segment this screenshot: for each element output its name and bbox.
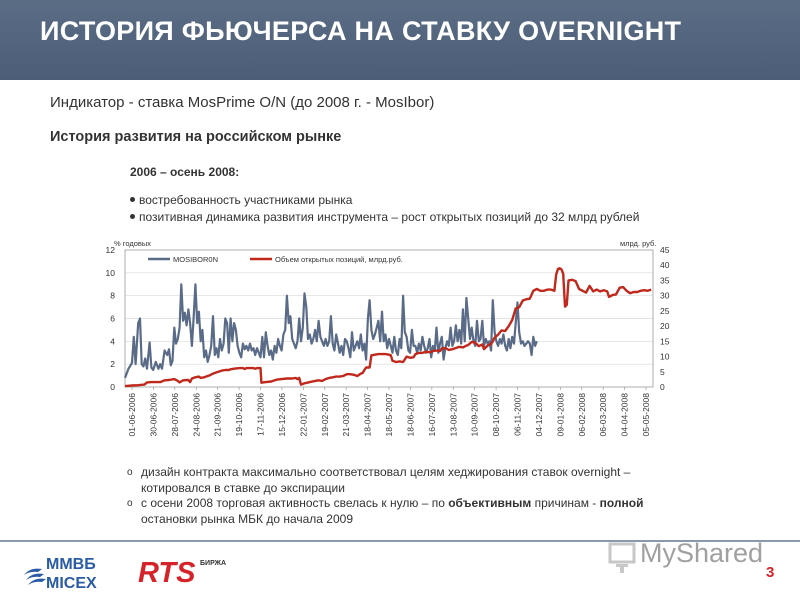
circle-bullet-icon: o: [127, 467, 133, 478]
bullet-item: позитивная динамика развития инструмента…: [130, 208, 639, 225]
bullet-item: востребованность участниками рынка: [130, 191, 639, 208]
x-tick-label: 18-05-2007: [384, 393, 394, 437]
footer-divider: [0, 540, 800, 542]
right-tick-label: 40: [660, 260, 670, 270]
x-tick-label: 18-04-2007: [363, 393, 373, 437]
note-bold-word: объективным: [448, 496, 532, 510]
legend-label: Объем открытых позиций, млрд.руб.: [275, 255, 403, 264]
x-tick-label: 17-11-2006: [256, 393, 266, 436]
micex-logo: ММВБ MICEX: [24, 556, 97, 592]
x-tick-label: 19-10-2006: [234, 393, 244, 437]
micex-logo-line1: ММВБ: [46, 556, 96, 573]
bullet-text: востребованность участниками рынка: [139, 192, 353, 207]
period-heading: 2006 – осень 2008:: [130, 165, 240, 179]
history-heading: История развития на российском рынке: [50, 129, 342, 145]
x-tick-label: 19-02-2007: [320, 393, 330, 437]
note-text-part: причинам -: [531, 496, 600, 510]
note-text: с осени 2008 торговая активность свелась…: [141, 496, 687, 527]
right-tick-label: 5: [660, 367, 665, 377]
micex-logo-line2: MICEX: [46, 575, 97, 592]
x-tick-label: 28-07-2006: [170, 393, 180, 437]
note-text-part: с осени 2008 торговая активность свелась…: [141, 496, 449, 510]
right-tick-label: 30: [660, 291, 670, 301]
right-tick-label: 25: [660, 306, 670, 316]
note-bold-word: полной: [599, 496, 644, 510]
x-tick-label: 22-01-2007: [298, 393, 308, 437]
right-tick-label: 20: [660, 321, 670, 331]
note-item: o с осени 2008 торговая активность свела…: [127, 496, 687, 527]
rts-logo-subtitle: БИРЖА: [200, 560, 227, 567]
x-tick-label: 21-09-2006: [213, 393, 223, 437]
left-tick-label: 0: [110, 382, 115, 392]
legend-label: MOSIBOR0N: [173, 255, 218, 264]
x-tick-label: 24-08-2006: [191, 393, 201, 437]
left-tick-label: 10: [106, 268, 116, 278]
x-tick-label: 10-09-2007: [470, 393, 480, 437]
series-line-open-interest: [124, 267, 652, 388]
chart-axes: 0 2 4 6 8 10 12 0 5 10 15 20 25 30 35 40 45 01-06-2006 30-…: [106, 245, 670, 436]
left-tick-label: 6: [110, 314, 115, 324]
indicator-text: Индикатор - ставка MosPrime O/N (до 2008…: [50, 94, 435, 111]
x-tick-label: 15-12-2006: [277, 393, 287, 437]
chart-series: [123, 267, 652, 388]
x-tick-label: 06-11-2007: [513, 393, 523, 436]
x-tick-label: 01-06-2006: [127, 393, 137, 437]
page-number: 3: [766, 564, 775, 581]
right-tick-label: 0: [660, 382, 665, 392]
watermark-presentation-icon: [608, 542, 636, 573]
x-tick-label: 06-03-2008: [598, 393, 608, 437]
slide-title: ИСТОРИЯ ФЬЮЧЕРСА НА СТАВКУ OVERNIGHT: [40, 16, 682, 46]
bullet-dot-icon: [130, 197, 135, 202]
bullet-list: востребованность участниками рынка позит…: [130, 191, 639, 225]
left-tick-label: 4: [110, 336, 115, 346]
right-tick-label: 35: [660, 275, 670, 285]
bullet-text: позитивная динамика развития инструмента…: [139, 209, 640, 224]
right-tick-label: 10: [660, 352, 670, 362]
circle-bullet-icon: o: [127, 498, 133, 509]
x-tick-label: 30-06-2006: [148, 393, 158, 437]
right-tick-label: 15: [660, 336, 670, 346]
bullet-dot-icon: [130, 214, 135, 219]
left-tick-label: 2: [110, 359, 115, 369]
x-tick-label: 04-12-2007: [534, 393, 544, 437]
chart-legend: MOSIBOR0N Объем открытых позиций, млрд.ру…: [148, 255, 403, 264]
right-tick-label: 45: [660, 245, 670, 255]
notes-list: o дизайн контракта максимально соответст…: [127, 465, 687, 527]
series-line-mosibor: [123, 283, 538, 379]
x-tick-label: 06-02-2008: [577, 393, 587, 437]
x-tick-label: 05-05-2008: [641, 393, 651, 437]
x-tick-label: 13-08-2007: [448, 393, 458, 437]
x-tick-label: 21-03-2007: [341, 393, 351, 437]
right-axis-label: млрд. руб.: [620, 239, 656, 248]
note-text-part: остановки рынка МБК до начала 2009: [141, 511, 353, 526]
watermark-text: MyShared: [640, 538, 764, 568]
left-tick-label: 8: [110, 291, 115, 301]
x-tick-label: 09-01-2008: [555, 393, 565, 437]
x-tick-label: 18-06-2007: [405, 393, 415, 437]
note-item: o дизайн контракта максимально соответст…: [127, 465, 687, 496]
x-tick-label: 16-07-2007: [427, 393, 437, 437]
rts-logo: RTS: [138, 557, 196, 589]
note-text: дизайн контракта максимально соответство…: [141, 465, 631, 495]
header-bar: ИСТОРИЯ ФЬЮЧЕРСА НА СТАВКУ OVERNIGHT: [0, 0, 800, 80]
x-tick-label: 04-04-2008: [620, 393, 630, 437]
left-tick-label: 12: [106, 245, 116, 255]
left-axis-label: % годовых: [114, 239, 151, 248]
x-tick-label: 08-10-2007: [491, 393, 501, 437]
chart-svg: 0 2 4 6 8 10 12 0 5 10 15 20 25 30 35 40 45 01-06-2006 30-…: [106, 239, 670, 436]
chart: 0 2 4 6 8 10 12 0 5 10 15 20 25 30 35 40 45 01-06-2006 30-…: [100, 234, 670, 460]
